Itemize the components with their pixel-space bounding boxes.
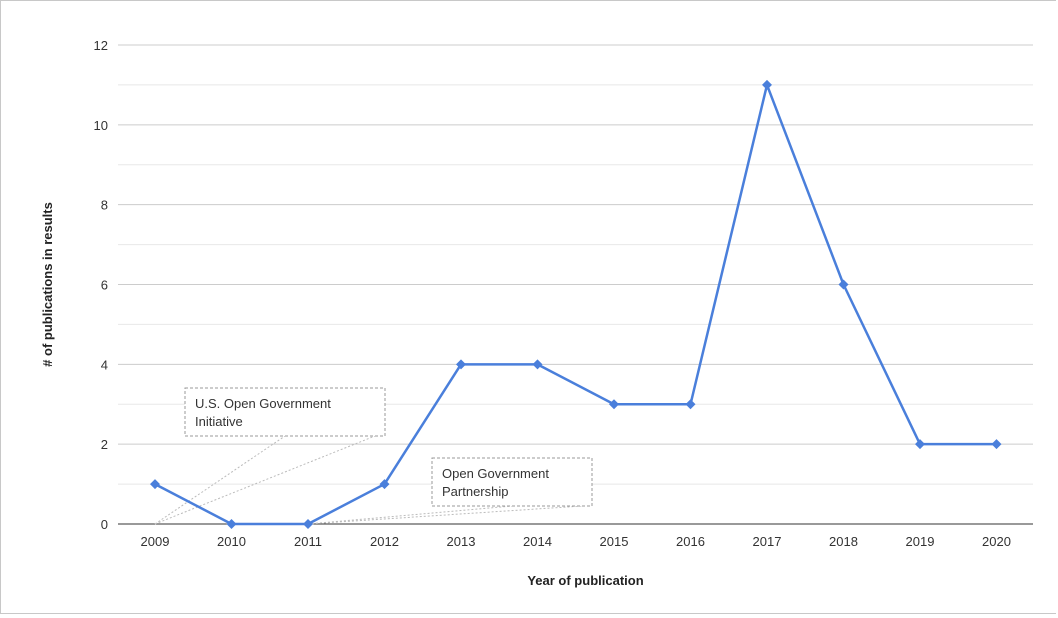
annotation-text: Open Government [442, 466, 549, 481]
x-tick-label: 2015 [600, 534, 629, 549]
x-tick-label: 2019 [906, 534, 935, 549]
data-point-marker[interactable] [303, 519, 313, 529]
annotation-text: Initiative [195, 414, 243, 429]
x-tick-labels: 2009 2010 2011 2012 2013 2014 2015 2016 2017 2018… [141, 534, 1011, 549]
annotation-box [184, 387, 386, 437]
y-tick-label: 12 [94, 38, 108, 53]
series-line [154, 83, 997, 526]
annotation-text: U.S. Open Government [195, 396, 331, 411]
gridlines [118, 44, 1033, 525]
data-point-marker[interactable] [762, 79, 772, 90]
y-tick-label: 0 [101, 517, 108, 532]
data-point-marker[interactable] [150, 479, 160, 490]
y-axis-title: # of publications in results [40, 202, 55, 367]
annotation-text: Partnership [442, 484, 508, 499]
data-point-marker[interactable] [226, 519, 237, 529]
y-tick-label: 6 [101, 278, 108, 293]
data-point-marker[interactable] [532, 359, 543, 370]
x-axis-title: Year of publication [527, 573, 643, 588]
series [150, 79, 1002, 529]
x-tick-label: 2010 [217, 534, 246, 549]
x-tick-label: 2011 [294, 534, 322, 549]
annotation-leader-line [154, 435, 286, 525]
x-tick-label: 2013 [447, 534, 476, 549]
data-point-marker[interactable] [685, 399, 696, 410]
x-tick-label: 2020 [982, 534, 1011, 549]
x-tick-label: 2009 [141, 534, 170, 549]
x-tick-label: 2012 [370, 534, 399, 549]
data-point-marker[interactable] [456, 359, 466, 370]
y-tick-label: 8 [101, 198, 108, 213]
y-tick-labels: 0 2 4 6 8 10 12 [94, 38, 108, 532]
annotation-box [431, 457, 593, 507]
data-point-marker[interactable] [838, 279, 849, 290]
x-tick-label: 2014 [523, 534, 552, 549]
annotation-leader-line [154, 435, 376, 525]
data-point-marker[interactable] [991, 439, 1002, 450]
data-point-marker[interactable] [915, 439, 925, 450]
x-tick-label: 2018 [829, 534, 858, 549]
data-point-marker[interactable] [609, 399, 619, 410]
y-tick-label: 10 [94, 118, 108, 133]
y-tick-label: 4 [101, 357, 108, 372]
y-tick-label: 2 [101, 437, 108, 452]
data-point-marker[interactable] [379, 479, 390, 490]
x-tick-label: 2016 [676, 534, 705, 549]
annotation-leader-line [307, 505, 583, 525]
x-tick-label: 2017 [753, 534, 782, 549]
annotations: U.S. Open Government Initiative Open Gover… [154, 387, 593, 525]
